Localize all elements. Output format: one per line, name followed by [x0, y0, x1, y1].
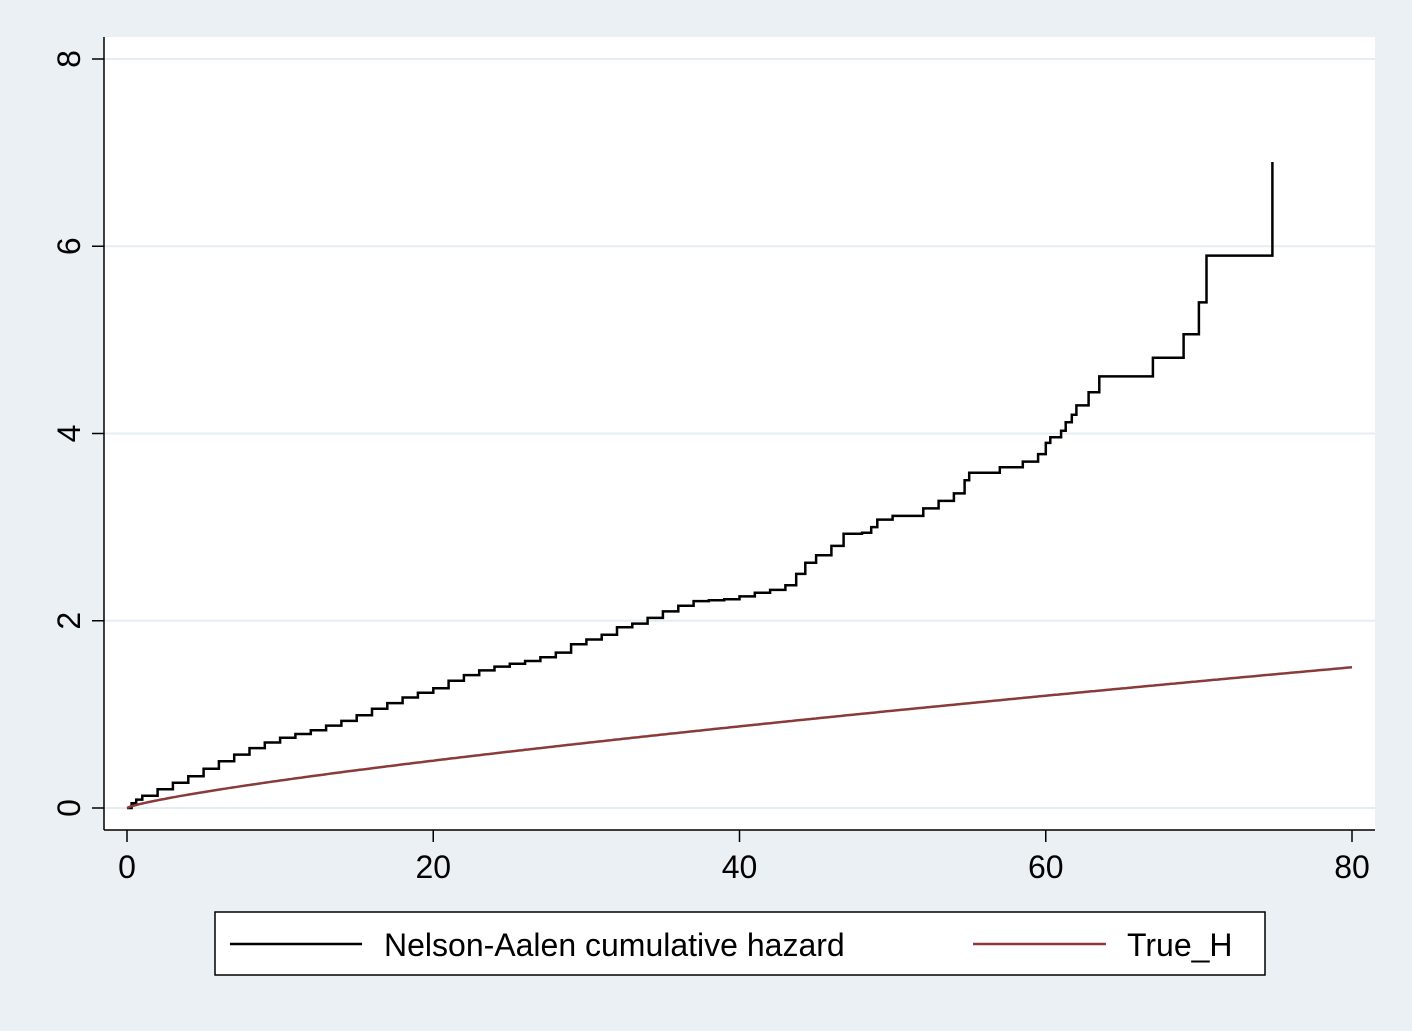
legend-label-nelson-aalen: Nelson-Aalen cumulative hazard [384, 927, 845, 963]
y-tick-label-2: 2 [51, 612, 87, 630]
series-line-true-h [126, 665, 1353, 810]
grid-layer [104, 58, 1375, 809]
y-tick-label-6: 6 [51, 237, 87, 255]
y-tick-label-0: 0 [51, 799, 87, 817]
series-line-nelson-aalen [127, 162, 1274, 810]
legend-label-true-h: True_H [1127, 927, 1233, 963]
series-layer [126, 162, 1353, 810]
legend: Nelson-Aalen cumulative hazard True_H [214, 911, 1266, 976]
x-tick-label-0: 0 [118, 849, 136, 885]
y-tick-label-4: 4 [51, 425, 87, 443]
x-tick-label-40: 40 [722, 849, 758, 885]
x-tick-label-20: 20 [415, 849, 451, 885]
x-tick-label-80: 80 [1334, 849, 1370, 885]
y-tick-label-8: 8 [51, 50, 87, 68]
x-tick-label-60: 60 [1028, 849, 1064, 885]
